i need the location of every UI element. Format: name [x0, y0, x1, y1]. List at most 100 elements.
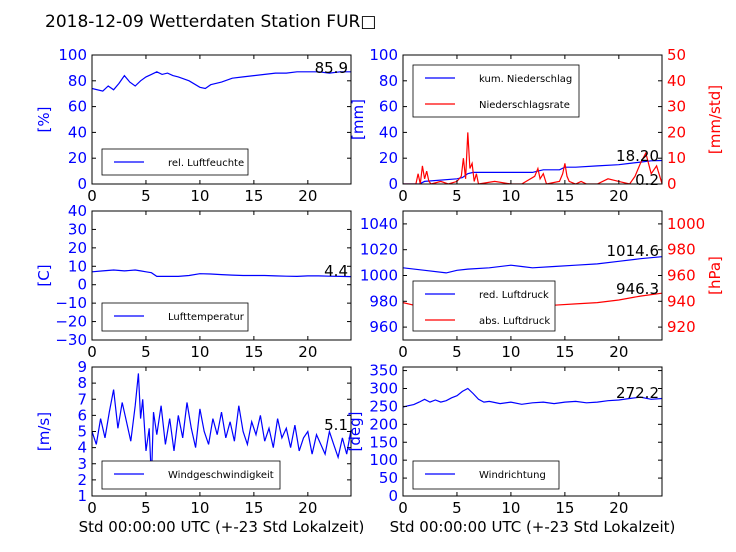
- figure-title: 2018-12-09 Wetterdaten Station FUR□: [45, 12, 376, 32]
- x-tick-label: 15: [244, 499, 263, 517]
- x-tick-label: 20: [609, 499, 628, 517]
- legend-box: [101, 460, 281, 490]
- x-axis-label: Std 00:00:00 UTC (+-23 Std Lokalzeit): [390, 518, 676, 536]
- series-group: [92, 269, 351, 278]
- y-tick-label: 200: [369, 415, 398, 433]
- x-tick-label: 5: [452, 343, 462, 361]
- series-group: [92, 373, 351, 480]
- panel-pressure: 0 5 10 15 20 960 980 1000 1020 1040 920 940 960 980 10…: [360, 210, 724, 361]
- x-tick-label: 20: [609, 187, 628, 205]
- panel-humidity: 0 5 10 15 20 0 20 40 60 80 100 [%] 85.9 rel. Luftfeuc…: [35, 46, 352, 205]
- x-tick-label: 5: [452, 499, 462, 517]
- y-tick-label: 1040: [360, 215, 398, 233]
- y-tick-label: 980: [369, 292, 398, 310]
- legend: red. Luftdruck abs. Luftdruck: [412, 280, 556, 332]
- y-tick-label: 4: [77, 439, 87, 457]
- x-tick-label: 10: [190, 343, 209, 361]
- y-tick-label: 1000: [360, 267, 398, 285]
- plot-frame: [402, 366, 663, 497]
- y-axis-label: [C]: [35, 264, 53, 286]
- plot-frame: [91, 210, 352, 341]
- value-annotation: 1014.6: [607, 242, 660, 260]
- x-tick-label: 0: [398, 499, 408, 517]
- y-tick-label: 40: [379, 123, 398, 141]
- x-tick-label: 20: [298, 343, 317, 361]
- x-tick-label: 20: [609, 343, 628, 361]
- x-tick-label: 0: [87, 343, 97, 361]
- y-tick-label: 9: [77, 358, 87, 376]
- y-tick-label: 40: [68, 202, 87, 220]
- series-line-winddirection-0: [403, 387, 662, 408]
- y-tick-label: 20: [68, 149, 87, 167]
- value-annotation: 5.1: [324, 416, 348, 434]
- y-tick-label: 100: [369, 451, 398, 469]
- y-tick-label: 80: [379, 72, 398, 90]
- y-right-tick-label: 1000: [667, 215, 705, 233]
- y-axis-label: [mm]: [349, 99, 367, 140]
- plot-frame: [402, 54, 663, 185]
- x-tick-label: 10: [501, 187, 520, 205]
- legend-label: abs. Luftdruck: [479, 316, 550, 327]
- x-tick-label: 0: [87, 499, 97, 517]
- y-right-tick-label: 960: [667, 267, 696, 285]
- y-right-tick-label: 50: [667, 46, 686, 64]
- series-line-pressure-0: [403, 256, 662, 274]
- y-tick-label: 10: [68, 257, 87, 275]
- legend-label: red. Luftdruck: [479, 290, 549, 301]
- legend-box: [412, 64, 580, 118]
- y-tick-label: 80: [68, 72, 87, 90]
- y-tick-label: 0: [388, 175, 398, 193]
- y-tick-label: 3: [77, 455, 87, 473]
- y-tick-label: −20: [55, 313, 87, 331]
- y-tick-label: 6: [77, 406, 87, 424]
- y-tick-label: 1020: [360, 241, 398, 259]
- x-tick-label: 20: [298, 499, 317, 517]
- legend-box: [101, 302, 249, 332]
- y-tick-label: −10: [55, 294, 87, 312]
- legend-box: [412, 280, 556, 332]
- x-tick-label: 10: [190, 499, 209, 517]
- y-right-tick-label: 20: [667, 123, 686, 141]
- x-tick-label: 10: [190, 187, 209, 205]
- legend-label: Windrichtung: [479, 470, 546, 481]
- series-group: [403, 387, 662, 408]
- legend: rel. Luftfeuchte: [101, 148, 249, 176]
- legend-label: Windgeschwindigkeit: [168, 470, 274, 481]
- y-right-tick-label: 920: [667, 318, 696, 336]
- y-tick-label: 20: [379, 149, 398, 167]
- x-tick-label: 10: [501, 343, 520, 361]
- value-annotation: 18.20: [616, 147, 659, 165]
- y-tick-label: 60: [68, 98, 87, 116]
- series-line-temperature-0: [92, 269, 351, 278]
- y-right-tick-label: 10: [667, 149, 686, 167]
- x-tick-label: 0: [398, 187, 408, 205]
- y-tick-label: 960: [369, 318, 398, 336]
- y-tick-label: 30: [68, 220, 87, 238]
- series-line-precipitation-0: [403, 159, 662, 184]
- y-axis-label: [deg]: [346, 412, 364, 452]
- y-right-tick-label: 0: [667, 175, 677, 193]
- x-tick-label: 20: [298, 187, 317, 205]
- value-annotation: 85.9: [315, 59, 348, 77]
- legend: kum. Niederschlag Niederschlagsrate: [412, 64, 580, 118]
- x-tick-label: 15: [555, 499, 574, 517]
- x-tick-label: 10: [501, 499, 520, 517]
- y-right-tick-label: 30: [667, 98, 686, 116]
- y-tick-label: 8: [77, 374, 87, 392]
- series-line-humidity-0: [92, 71, 351, 92]
- y-right-tick-label: 40: [667, 72, 686, 90]
- y-tick-label: 250: [369, 397, 398, 415]
- value-annotation: 272.2: [616, 384, 659, 402]
- y-tick-label: 350: [369, 362, 398, 380]
- x-tick-label: 5: [141, 343, 151, 361]
- y-tick-label: 300: [369, 380, 398, 398]
- panel-precipitation: 0 5 10 15 20 0 20 40 60 80 100 0 10 20 30 40 50 [mm] [mm/s…: [349, 46, 724, 205]
- y-tick-label: 50: [379, 469, 398, 487]
- y-tick-label: 60: [379, 98, 398, 116]
- series-line-precipitation-1: [403, 132, 662, 184]
